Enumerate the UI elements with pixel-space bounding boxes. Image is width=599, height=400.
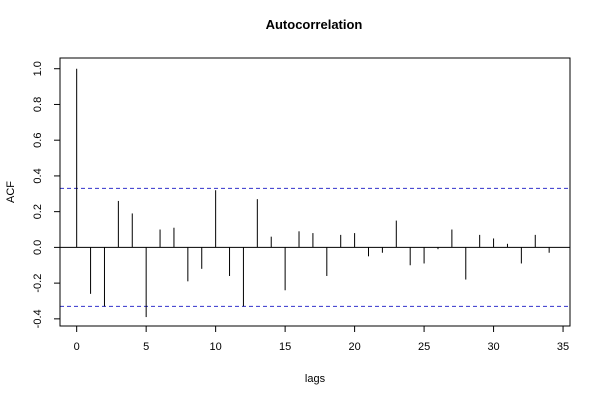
y-tick-label: -0.4 — [32, 309, 44, 328]
x-tick-label: 35 — [557, 341, 569, 353]
x-axis-label: lags — [305, 373, 326, 385]
x-axis: 0 5 10 15 20 25 30 35 — [74, 325, 569, 353]
x-tick-label: 15 — [279, 341, 291, 353]
y-tick-label: 0.0 — [32, 240, 44, 255]
y-tick-label: 0.4 — [32, 168, 44, 183]
x-tick-label: 20 — [348, 341, 360, 353]
acf-bars — [76, 68, 550, 318]
y-axis: -0.4 -0.2 0.0 0.2 0.4 0.6 0.8 1.0 — [32, 61, 61, 328]
x-tick-label: 10 — [210, 341, 222, 353]
y-tick-label: 0.2 — [32, 204, 44, 219]
x-tick-label: 5 — [143, 341, 149, 353]
y-axis-label: ACF — [5, 181, 17, 203]
y-tick-label: 1.0 — [32, 61, 44, 76]
y-tick-label: -0.2 — [32, 274, 44, 293]
confidence-bounds — [60, 187, 570, 307]
x-tick-label: 25 — [418, 341, 430, 353]
plot-frame — [59, 57, 571, 327]
x-tick-label: 0 — [74, 341, 80, 353]
y-tick-label: 0.8 — [32, 97, 44, 112]
x-tick-label: 30 — [487, 341, 499, 353]
y-tick-label: 0.6 — [32, 133, 44, 148]
chart-title: Autocorrelation — [266, 17, 363, 32]
